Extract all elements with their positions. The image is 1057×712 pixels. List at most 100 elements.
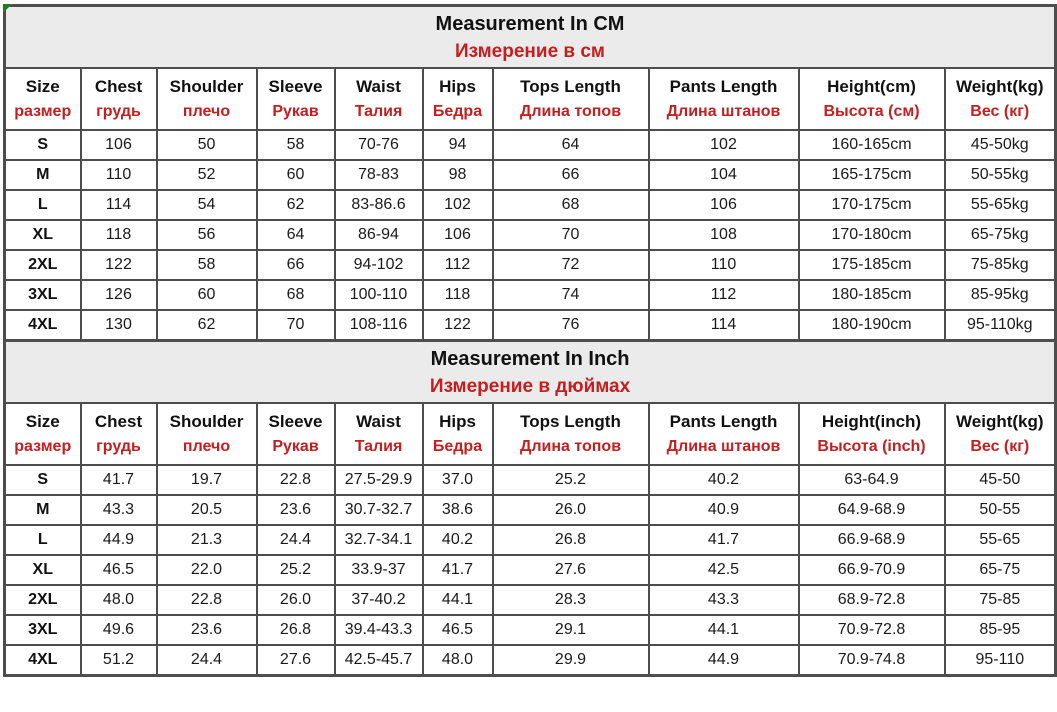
column-header-height-cm: Height(cm) Высота (см) bbox=[797, 67, 946, 131]
size-row-s: S 106 50 58 70-76 94 64 102 160-165cm 45-50kg bbox=[3, 129, 1057, 161]
measurement-value: 112 bbox=[647, 279, 800, 311]
column-header-weight-kg: Weight(kg) Вес (кг) bbox=[943, 67, 1057, 131]
measurement-value: 106 bbox=[421, 219, 494, 251]
column-header-label-ru: плечо bbox=[182, 438, 231, 455]
measurement-value: 42.5-45.7 bbox=[333, 644, 424, 677]
measurement-value: 78-83 bbox=[333, 159, 424, 191]
measurement-value: 44.1 bbox=[421, 584, 494, 616]
size-label: S bbox=[3, 464, 82, 496]
measurement-value: 43.3 bbox=[647, 584, 800, 616]
measurement-value: 62 bbox=[255, 189, 336, 221]
measurement-value: 49.6 bbox=[79, 614, 158, 646]
column-header-label-en: Tops Length bbox=[520, 412, 621, 431]
size-label: 4XL bbox=[3, 644, 82, 677]
measurement-value: 94 bbox=[421, 129, 494, 161]
measurement-value: 30.7-32.7 bbox=[333, 494, 424, 526]
green-corner-triangle-icon bbox=[3, 4, 12, 13]
measurement-value: 66.9-68.9 bbox=[797, 524, 946, 556]
measurement-value: 27.6 bbox=[491, 554, 650, 586]
measurement-value: 23.6 bbox=[255, 494, 336, 526]
measurement-value: 60 bbox=[155, 279, 258, 311]
measurement-value: 29.1 bbox=[491, 614, 650, 646]
measurement-value: 65-75 bbox=[943, 554, 1057, 586]
column-header-tops-length: Tops Length Длина топов bbox=[491, 402, 650, 466]
column-header-label-en: Shoulder bbox=[169, 77, 244, 96]
measurement-value: 70.9-72.8 bbox=[797, 614, 946, 646]
column-header-label-ru: Рукав bbox=[272, 438, 319, 455]
measurement-value: 33.9-37 bbox=[333, 554, 424, 586]
measurement-value: 20.5 bbox=[155, 494, 258, 526]
measurement-value: 44.1 bbox=[647, 614, 800, 646]
measurement-value: 170-180cm bbox=[797, 219, 946, 251]
measurement-value: 64 bbox=[491, 129, 650, 161]
measurement-value: 54 bbox=[155, 189, 258, 221]
measurement-value: 27.5-29.9 bbox=[333, 464, 424, 496]
cm-table-body: S 106 50 58 70-76 94 64 102 160-165cm 45-50kg M 110… bbox=[3, 129, 1057, 342]
column-header-label-ru: плечо bbox=[182, 103, 231, 120]
measurement-value: 56 bbox=[155, 219, 258, 251]
column-header-chest: Chest грудь bbox=[79, 402, 158, 466]
column-header-label-ru: Талия bbox=[354, 103, 403, 120]
column-header-hips: Hips Бедра bbox=[421, 67, 494, 131]
inch-table-title-cell: Measurement In Inch Измерение в дюймах bbox=[3, 339, 1057, 404]
column-header-label-en: Weight(kg) bbox=[956, 412, 1044, 431]
measurement-value: 19.7 bbox=[155, 464, 258, 496]
measurement-value: 76 bbox=[491, 309, 650, 342]
measurement-value: 74 bbox=[491, 279, 650, 311]
column-header-label-ru: Длина топов bbox=[519, 103, 622, 120]
measurement-value: 29.9 bbox=[491, 644, 650, 677]
column-header-hips: Hips Бедра bbox=[421, 402, 494, 466]
size-row-l: L 44.9 21.3 24.4 32.7-34.1 40.2 26.8 41.7 66.9-6… bbox=[3, 524, 1057, 556]
measurement-value: 22.0 bbox=[155, 554, 258, 586]
column-header-label-en: Chest bbox=[94, 77, 143, 96]
measurement-value: 25.2 bbox=[255, 554, 336, 586]
measurement-value: 41.7 bbox=[79, 464, 158, 496]
column-header-label-en: Chest bbox=[94, 412, 143, 431]
cm-table-title-cell: Measurement In CM Измерение в см bbox=[3, 4, 1057, 69]
measurement-value: 24.4 bbox=[155, 644, 258, 677]
measurement-value: 40.2 bbox=[421, 524, 494, 556]
measurement-value: 68 bbox=[255, 279, 336, 311]
measurement-value: 118 bbox=[79, 219, 158, 251]
measurement-value: 63-64.9 bbox=[797, 464, 946, 496]
measurement-value: 66.9-70.9 bbox=[797, 554, 946, 586]
measurement-value: 180-190cm bbox=[797, 309, 946, 342]
measurement-value: 26.0 bbox=[491, 494, 650, 526]
size-label: XL bbox=[3, 219, 82, 251]
cm-table-title-en: Measurement In CM bbox=[435, 12, 625, 35]
measurement-value: 112 bbox=[421, 249, 494, 281]
column-header-label-ru: Бедра bbox=[432, 438, 483, 455]
column-header-label-ru: грудь bbox=[96, 103, 141, 120]
measurement-value: 58 bbox=[155, 249, 258, 281]
measurement-value: 55-65kg bbox=[943, 189, 1057, 221]
measurement-value: 25.2 bbox=[491, 464, 650, 496]
measurement-value: 52 bbox=[155, 159, 258, 191]
inch-table-title-ru: Измерение в дюймах bbox=[429, 375, 631, 397]
column-header-pants-length: Pants Length Длина штанов bbox=[647, 67, 800, 131]
column-header-label-ru: Талия bbox=[354, 438, 403, 455]
size-row-2xl: 2XL 122 58 66 94-102 112 72 110 175-185cm 75-85kg bbox=[3, 249, 1057, 281]
column-header-label-en: Pants Length bbox=[669, 77, 778, 96]
measurement-value: 95-110kg bbox=[943, 309, 1057, 342]
measurement-value: 170-175cm bbox=[797, 189, 946, 221]
size-label: M bbox=[3, 159, 82, 191]
measurement-value: 50-55 bbox=[943, 494, 1057, 526]
measurement-value: 68.9-72.8 bbox=[797, 584, 946, 616]
column-header-weight-kg: Weight(kg) Вес (кг) bbox=[943, 402, 1057, 466]
column-header-label-ru: грудь bbox=[96, 438, 141, 455]
column-header-label-en: Height(cm) bbox=[827, 77, 916, 96]
measurement-value: 37-40.2 bbox=[333, 584, 424, 616]
column-header-label-en: Hips bbox=[439, 412, 476, 431]
column-header-label-en: Waist bbox=[356, 412, 401, 431]
measurement-value: 68 bbox=[491, 189, 650, 221]
measurement-value: 114 bbox=[647, 309, 800, 342]
inch-measurement-table: Measurement In Inch Измерение в дюймах S… bbox=[3, 339, 1057, 677]
measurement-value: 66 bbox=[491, 159, 650, 191]
measurement-value: 106 bbox=[79, 129, 158, 161]
measurement-value: 45-50kg bbox=[943, 129, 1057, 161]
inch-table-body: S 41.7 19.7 22.8 27.5-29.9 37.0 25.2 40.2 63-64.… bbox=[3, 464, 1057, 677]
measurement-value: 130 bbox=[79, 309, 158, 342]
column-header-sleeve: Sleeve Рукав bbox=[255, 67, 336, 131]
column-header-sleeve: Sleeve Рукав bbox=[255, 402, 336, 466]
